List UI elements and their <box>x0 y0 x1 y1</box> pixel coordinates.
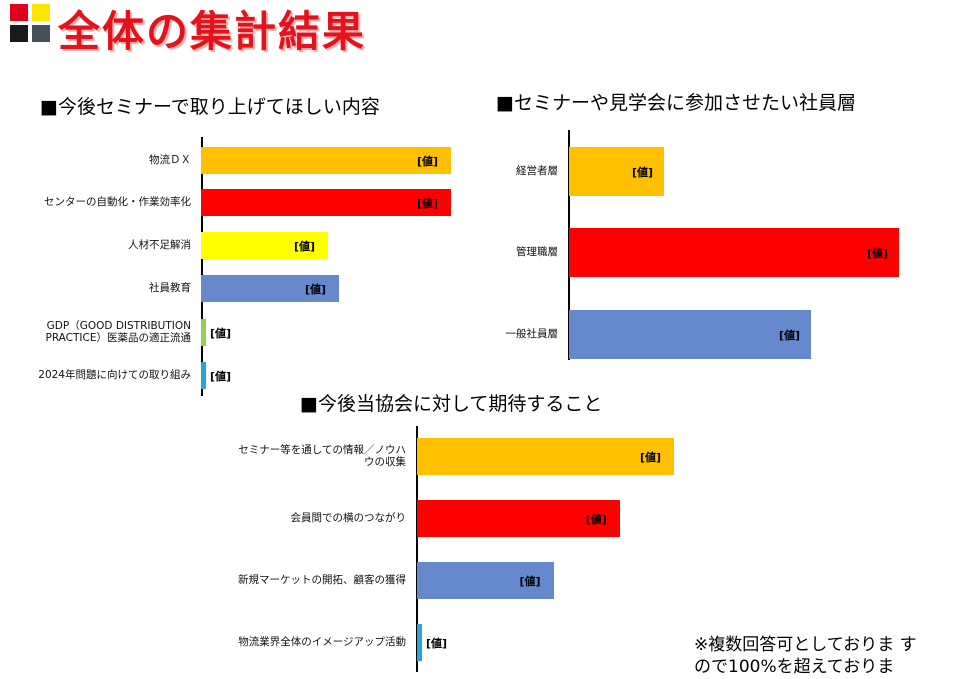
bar <box>417 437 674 475</box>
bar <box>201 361 206 389</box>
category-label: セミナー等を通しての情報／ノウハウの収集 <box>238 444 406 468</box>
bar <box>417 623 423 661</box>
bar <box>201 231 328 259</box>
value-label: [値] <box>779 329 801 342</box>
value-label: [値] <box>417 155 439 168</box>
value-label: [値] <box>867 247 889 260</box>
bar <box>569 227 899 277</box>
bar <box>569 146 664 196</box>
bar <box>417 499 620 537</box>
bar <box>417 561 554 599</box>
logo-squares-icon <box>10 4 52 44</box>
bar <box>201 146 451 174</box>
category-label: 人材不足解消 <box>128 239 191 251</box>
value-label: [値] <box>519 575 541 588</box>
category-label: GDP（GOOD DISTRIBUTION PRACTICE）医薬品の適正流通 <box>45 320 191 344</box>
footnote-line-1: ※複数回答可としておりま す <box>694 635 917 655</box>
category-label: 一般社員層 <box>505 328 559 340</box>
value-label: [値] <box>417 197 439 210</box>
bar <box>201 274 339 302</box>
value-label: [値] <box>426 637 448 650</box>
footnote-line-2: ので100%を超えておりま <box>694 657 895 677</box>
value-label: [値] <box>585 513 607 526</box>
category-label: 物流ＤＸ <box>149 154 191 166</box>
category-label: 管理職層 <box>516 246 558 258</box>
chart1-title: ■今後セミナーで取り上げてほしい内容 <box>40 96 380 118</box>
category-label: 新規マーケットの開拓、顧客の獲得 <box>238 574 406 586</box>
value-label: [値] <box>210 370 232 383</box>
chart3-title: ■今後当協会に対して期待すること <box>300 393 603 415</box>
value-label: [値] <box>305 283 327 296</box>
category-label: 2024年問題に向けての取り組み <box>38 369 191 381</box>
chart-axis <box>201 137 203 396</box>
category-label: センターの自動化・作業効率化 <box>44 196 191 208</box>
bar <box>569 309 811 359</box>
value-label: [値] <box>294 240 316 253</box>
value-label: [値] <box>210 327 232 340</box>
bar <box>201 188 451 216</box>
category-label: 会員間での横のつながり <box>290 512 407 524</box>
category-label: 物流業界全体のイメージアップ活動 <box>238 636 406 648</box>
footnote: ※複数回答可としておりま す ので100%を超えておりま <box>694 634 917 678</box>
page-title: 全体の集計結果 <box>58 7 367 56</box>
value-label: [値] <box>632 166 654 179</box>
category-label: 経営者層 <box>516 165 558 177</box>
chart2-title: ■セミナーや見学会に参加させたい社員層 <box>496 92 856 114</box>
category-label: 社員教育 <box>149 282 191 294</box>
bar <box>201 318 206 346</box>
value-label: [値] <box>640 451 662 464</box>
chart-axis <box>416 426 418 672</box>
